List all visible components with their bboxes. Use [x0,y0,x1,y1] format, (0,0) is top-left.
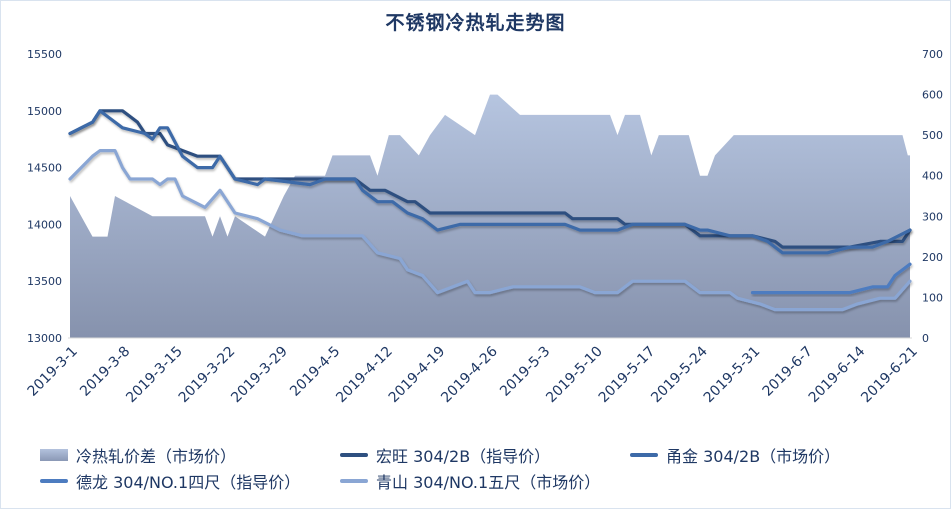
line-swatch-icon [630,453,658,457]
legend-item-delong[interactable]: 德龙 304/NO.1四尺（指导价） [40,469,340,493]
x-tick-label: 2019-4-26 [438,343,501,406]
line-swatch-icon [340,479,368,483]
right-tick-label: 100 [922,291,943,304]
chart-title: 不锈钢冷热轧走势图 [385,12,566,34]
chart-plot: 13000 13500 14000 14500 15000 15500 0 100 200 30… [25,48,943,406]
x-tick-label: 2019-3-1 [25,344,81,400]
legend: 冷热轧价差（市场价） 宏旺 304/2B（指导价） 甬金 304/2B（市场价）… [40,442,920,494]
line-swatch-icon [40,479,68,483]
right-tick-label: 500 [922,129,943,142]
left-tick-label: 13500 [27,275,62,288]
legend-row-2: 德龙 304/NO.1四尺（指导价） 青山 304/NO.1五尺（市场价） [40,468,920,494]
legend-row-1: 冷热轧价差（市场价） 宏旺 304/2B（指导价） 甬金 304/2B（市场价） [40,442,920,468]
x-tick-label: 2019-4-5 [287,344,343,400]
left-tick-label: 15000 [27,105,62,118]
legend-item-price-diff[interactable]: 冷热轧价差（市场价） [40,443,340,467]
x-tick-label: 2019-3-29 [228,344,291,407]
right-tick-label: 0 [922,332,929,345]
x-tick-label: 2019-3-8 [77,344,133,400]
area-series [70,94,910,338]
left-tick-label: 13000 [27,332,62,345]
legend-item-qingshan[interactable]: 青山 304/NO.1五尺（市场价） [340,469,600,493]
line-swatch-icon [340,453,368,457]
line-series [750,262,912,295]
x-axis-ticks: 2019-3-12019-3-82019-3-152019-3-222019-3… [25,343,921,406]
right-tick-label: 700 [922,48,943,61]
right-tick-label: 400 [922,170,943,183]
left-tick-label: 14000 [27,218,62,231]
left-tick-label: 15500 [27,48,62,61]
x-tick-label: 2019-6-21 [858,344,921,407]
legend-item-hongwang[interactable]: 宏旺 304/2B（指导价） [340,443,630,467]
x-tick-label: 2019-5-3 [497,344,553,400]
left-axis-ticks: 13000 13500 14000 14500 15000 15500 [27,48,62,345]
area-swatch-icon [40,449,68,461]
left-tick-label: 14500 [27,162,62,175]
right-tick-label: 300 [922,210,943,223]
line-series [68,109,912,255]
right-tick-label: 600 [922,89,943,102]
line-series [68,149,912,312]
price-lines [68,109,912,312]
legend-item-yongjin[interactable]: 甬金 304/2B（市场价） [630,443,840,467]
x-tick-label: 2019-6-7 [760,344,816,400]
right-axis-ticks: 0 100 200 300 400 500 600 700 [922,48,943,345]
price-diff-area [70,94,910,338]
right-tick-label: 200 [922,251,943,264]
x-tick-label: 2019-5-31 [701,344,764,407]
